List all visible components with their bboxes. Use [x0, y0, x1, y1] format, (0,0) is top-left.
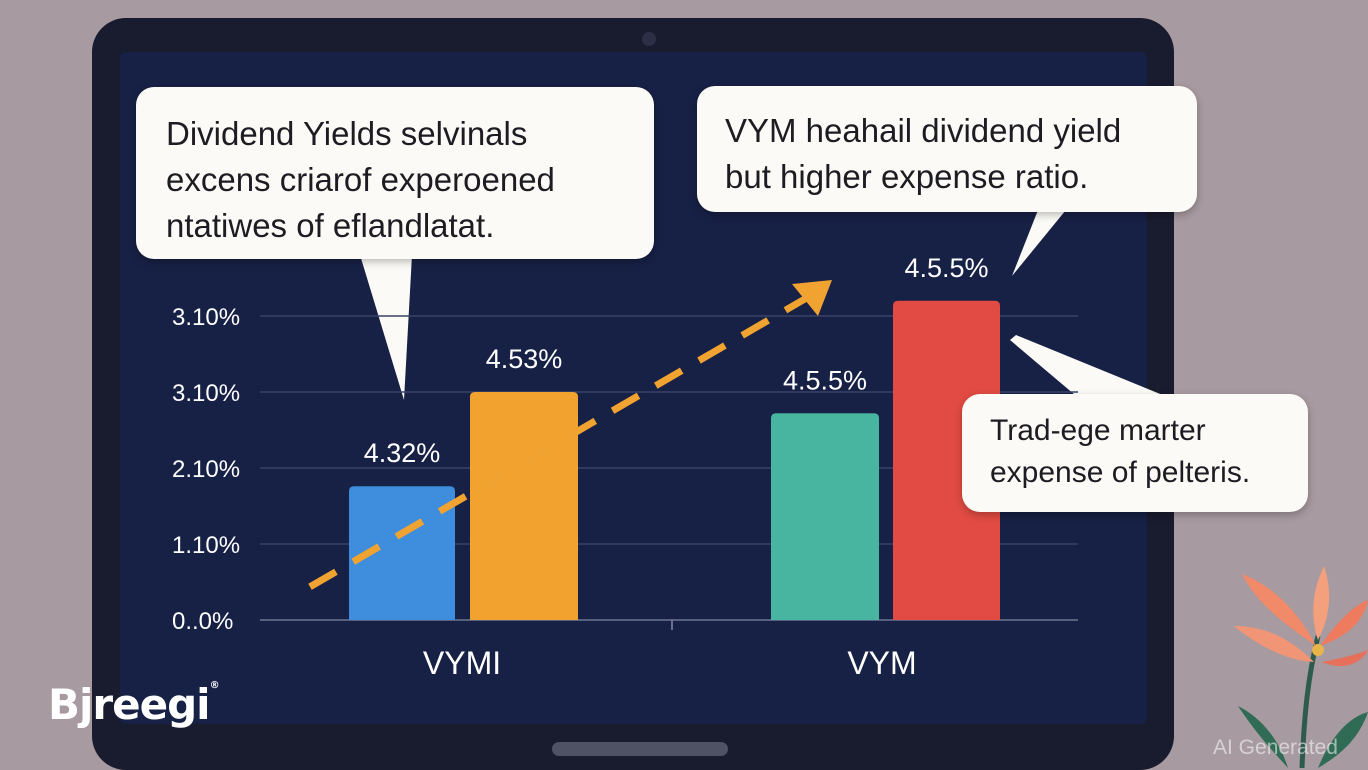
bar-value-label: 4.5.5%	[783, 365, 867, 395]
category-labels: VYMI VYM	[423, 645, 917, 681]
bar-vym-b	[893, 300, 1000, 620]
bubble-tail-top-left	[360, 255, 412, 400]
camera-dot	[642, 32, 656, 46]
category-label-vym: VYM	[847, 645, 916, 681]
brand-text: Bjreegi	[48, 680, 211, 729]
plant-decoration-icon	[1234, 566, 1368, 768]
y-axis-ticks: 0..0% 1.10% 2.10% 3.10% 3.10%	[172, 304, 240, 635]
y-tick-label: 2.10%	[172, 456, 240, 483]
bubble-line: Dividend Yields selvinals	[166, 115, 528, 152]
bubble-line: expense of pelteris.	[990, 456, 1251, 489]
bubble-line: ntatiwes of eflandlatat.	[166, 207, 495, 244]
bubble-tail-top-right	[1012, 205, 1070, 276]
brand-logo: Bjreegi®	[48, 680, 220, 729]
trend-arrow	[308, 280, 832, 590]
bar-value-label: 4.32%	[364, 438, 441, 468]
bubble-line: but higher expense ratio.	[725, 158, 1089, 195]
ai-generated-watermark: AI Generated	[1213, 736, 1338, 759]
bubble-line: VYM heahail dividend yield	[725, 112, 1122, 149]
speech-bubble-top-right: VYM heahail dividend yield but higher ex…	[697, 86, 1197, 212]
trend-arrow-head	[792, 280, 832, 316]
registered-mark: ®	[209, 680, 220, 691]
y-tick-label: 0..0%	[172, 608, 233, 635]
bubble-tail-right	[1010, 335, 1170, 398]
y-tick-label: 1.10%	[172, 532, 240, 559]
bar-value-label: 4.53%	[486, 344, 563, 374]
y-tick-label: 3.10%	[172, 380, 240, 407]
bar-vymi-a	[349, 486, 455, 620]
speech-bubble-right: Trad-ege marter expense of pelteris.	[962, 394, 1308, 512]
bar-vymi-b	[470, 392, 578, 620]
bubble-line: excens criarof experoened	[166, 161, 555, 198]
bubble-line: Trad-ege marter	[990, 414, 1206, 447]
home-bar	[552, 742, 728, 756]
bars: 4.32% 4.53% 4.5.5% 4.5.5%	[349, 253, 1000, 620]
y-tick-label: 3.10%	[172, 304, 240, 331]
bar-value-label: 4.5.5%	[904, 253, 988, 283]
bar-vym-a	[771, 413, 879, 620]
speech-bubble-top-left: Dividend Yields selvinals excens criarof…	[136, 87, 654, 259]
category-label-vymi: VYMI	[423, 645, 501, 681]
